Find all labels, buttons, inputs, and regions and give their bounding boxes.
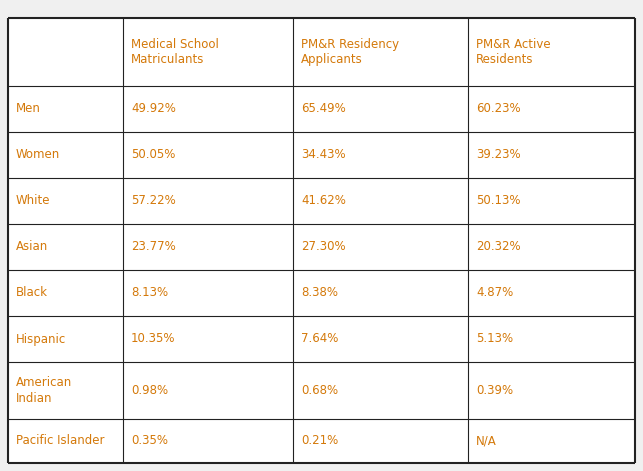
Text: 65.49%: 65.49% xyxy=(301,103,346,115)
Text: American
Indian: American Indian xyxy=(16,376,72,405)
Text: PM&R Active
Residents: PM&R Active Residents xyxy=(476,38,550,66)
Text: Hispanic: Hispanic xyxy=(16,333,66,346)
Text: 0.68%: 0.68% xyxy=(301,384,338,397)
Text: 20.32%: 20.32% xyxy=(476,241,521,253)
Text: 41.62%: 41.62% xyxy=(301,195,346,208)
Text: 0.35%: 0.35% xyxy=(131,435,168,447)
Text: 0.21%: 0.21% xyxy=(301,435,338,447)
Text: 57.22%: 57.22% xyxy=(131,195,176,208)
Text: 8.13%: 8.13% xyxy=(131,286,168,300)
Text: 7.64%: 7.64% xyxy=(301,333,338,346)
Text: 4.87%: 4.87% xyxy=(476,286,513,300)
Text: 49.92%: 49.92% xyxy=(131,103,176,115)
Text: Medical School
Matriculants: Medical School Matriculants xyxy=(131,38,219,66)
Text: 60.23%: 60.23% xyxy=(476,103,521,115)
Text: PM&R Residency
Applicants: PM&R Residency Applicants xyxy=(301,38,399,66)
Text: Asian: Asian xyxy=(16,241,48,253)
Text: 23.77%: 23.77% xyxy=(131,241,176,253)
Text: 0.39%: 0.39% xyxy=(476,384,513,397)
Text: 10.35%: 10.35% xyxy=(131,333,176,346)
Text: N/A: N/A xyxy=(476,435,497,447)
Text: 39.23%: 39.23% xyxy=(476,148,521,162)
Text: 50.05%: 50.05% xyxy=(131,148,176,162)
Text: 50.13%: 50.13% xyxy=(476,195,520,208)
Text: Pacific Islander: Pacific Islander xyxy=(16,435,105,447)
Text: 8.38%: 8.38% xyxy=(301,286,338,300)
Text: Men: Men xyxy=(16,103,41,115)
Text: 0.98%: 0.98% xyxy=(131,384,168,397)
Text: 27.30%: 27.30% xyxy=(301,241,346,253)
Text: White: White xyxy=(16,195,51,208)
Text: Women: Women xyxy=(16,148,60,162)
Text: 5.13%: 5.13% xyxy=(476,333,513,346)
Text: 34.43%: 34.43% xyxy=(301,148,346,162)
Text: Black: Black xyxy=(16,286,48,300)
